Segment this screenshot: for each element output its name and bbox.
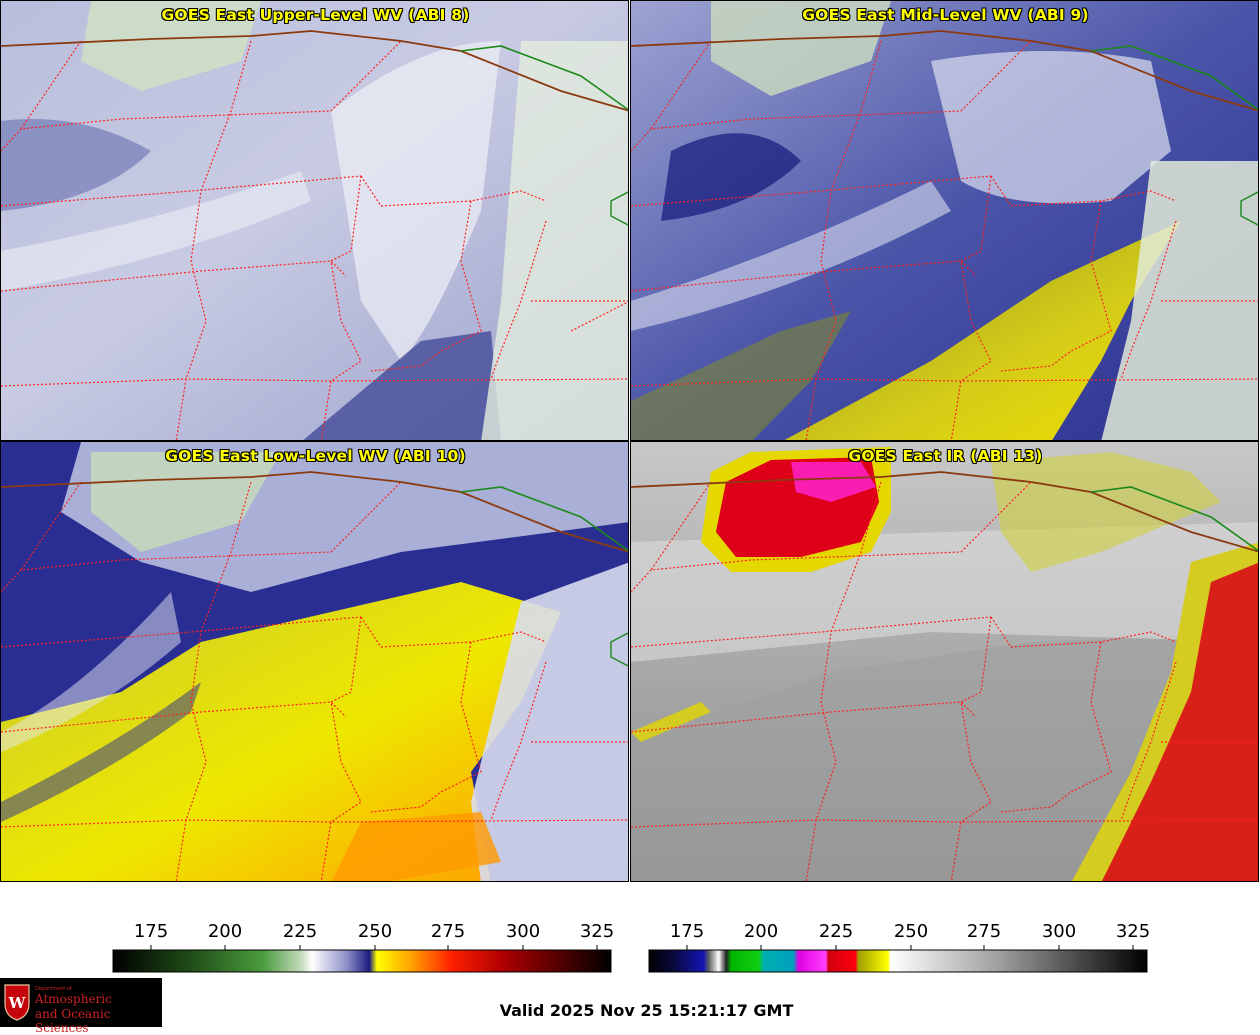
wv-tick-label: 250 [358, 921, 392, 942]
low-level-wv-image [1, 442, 628, 881]
ir-panel: GOES East IR (ABI 13) [630, 441, 1259, 882]
ir-tick-label: 250 [894, 921, 928, 942]
mid-level-wv-image [631, 1, 1258, 440]
panel-title: GOES East Mid-Level WV (ABI 9) [802, 6, 1089, 24]
ir-ticks [686, 945, 1134, 950]
ir-tick-label: 200 [744, 921, 778, 942]
ir-tick-label: 175 [670, 921, 704, 942]
wv-tick-label: 200 [208, 921, 242, 942]
wv-tick-label: 175 [134, 921, 168, 942]
ir-colorbar-svg: 175 200 225 250 275 300 325 [648, 921, 1150, 973]
ir-image [631, 442, 1258, 881]
wv-colorbar: 175 200 225 250 275 300 325 [103, 918, 623, 976]
ir-tick-label: 300 [1042, 921, 1076, 942]
wv-tick-label: 300 [506, 921, 540, 942]
wv-colorbar-svg: 175 200 225 250 275 300 325 [112, 921, 614, 973]
panel-title: GOES East IR (ABI 13) [848, 447, 1043, 465]
valid-time-label: Valid 2025 Nov 25 15:21:17 GMT [499, 1001, 794, 1020]
panel-title: GOES East Low-Level WV (ABI 10) [165, 447, 466, 465]
ir-colorbar: 175 200 225 250 275 300 325 [639, 918, 1159, 976]
ir-tick-label: 325 [1116, 921, 1150, 942]
upper-level-wv-panel: GOES East Upper-Level WV (ABI 8) [0, 0, 629, 441]
wv-tick-label: 275 [431, 921, 465, 942]
ir-tick-label: 275 [967, 921, 1001, 942]
upper-level-wv-image [1, 1, 628, 440]
mid-level-wv-panel: GOES East Mid-Level WV (ABI 9) [630, 0, 1259, 441]
wv-ticks [150, 945, 598, 950]
wv-tick-label: 325 [580, 921, 614, 942]
logo-line-2: Atmospheric [35, 992, 112, 1006]
panel-title: GOES East Upper-Level WV (ABI 8) [161, 6, 470, 24]
wv-tick-label: 225 [283, 921, 317, 942]
seal-letter: W [8, 994, 27, 1012]
low-level-wv-panel: GOES East Low-Level WV (ABI 10) [0, 441, 629, 882]
ir-tick-label: 225 [819, 921, 853, 942]
aos-logo: W Department of Atmospheric and Oceanic … [0, 978, 162, 1035]
logo-line-1: Department of [35, 986, 72, 992]
uw-crest-icon: W [4, 984, 30, 1021]
